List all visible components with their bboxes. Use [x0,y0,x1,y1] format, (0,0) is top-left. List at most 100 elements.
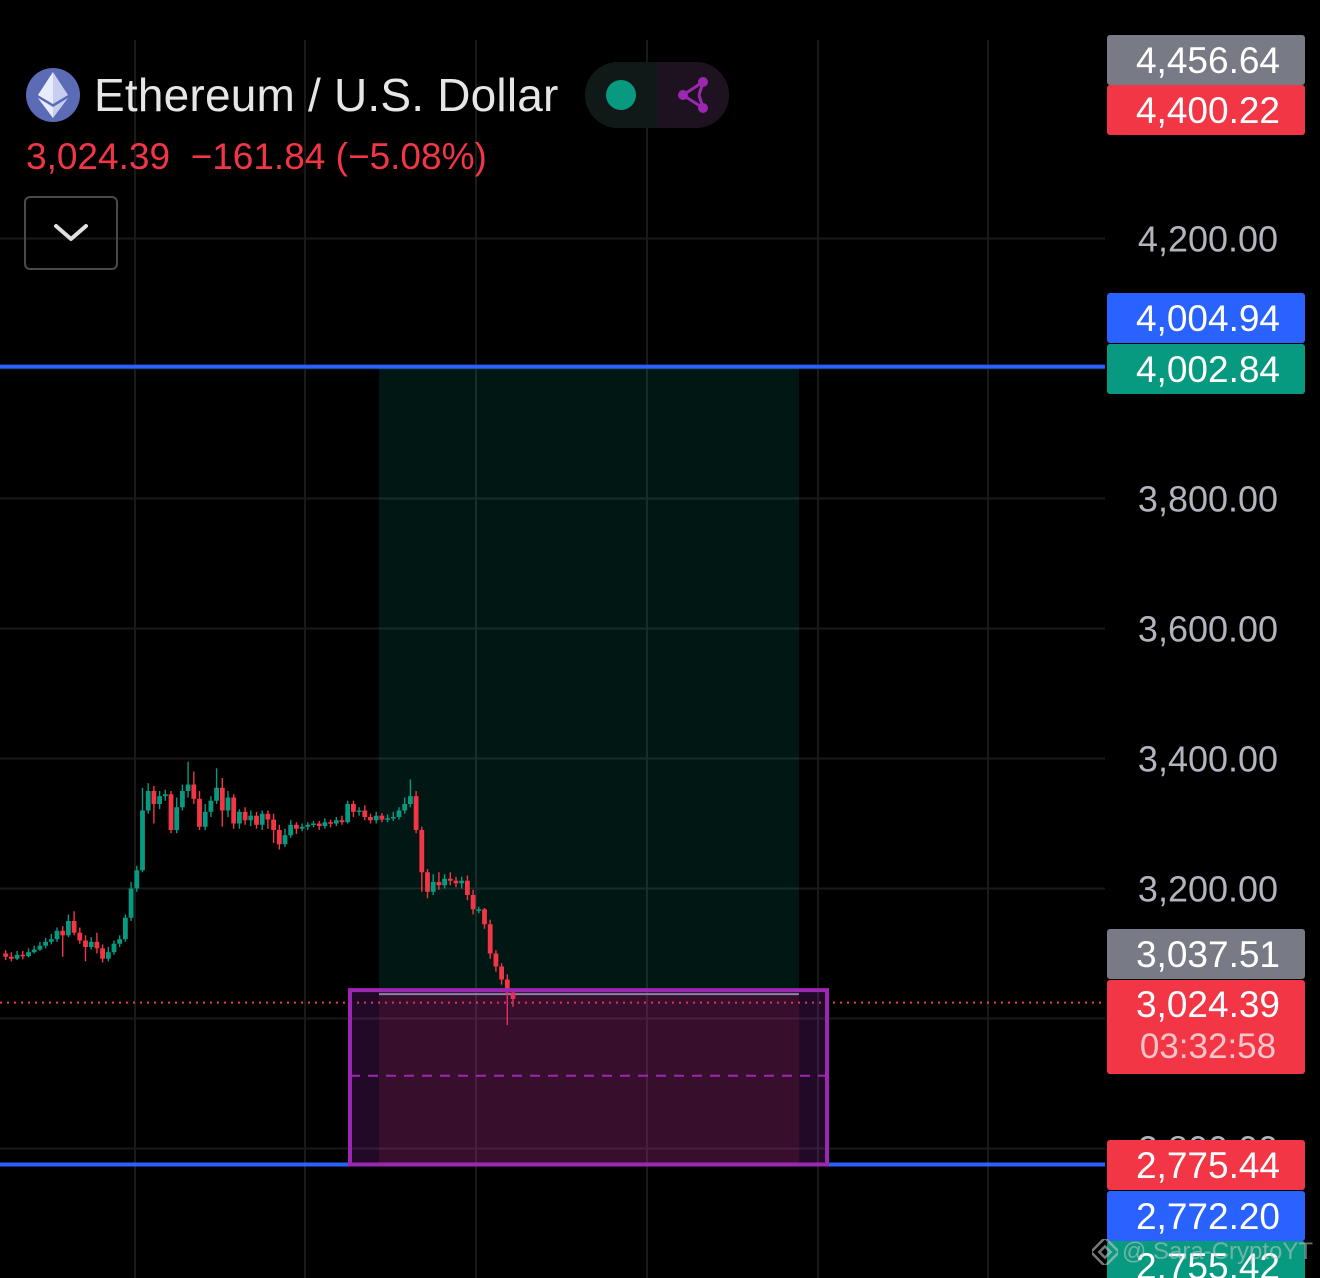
candle-body [254,815,259,825]
candle-body [294,824,299,829]
price-label: 2,772.20 [1136,1196,1280,1237]
grid-lines [0,40,1105,1278]
candle-body [368,817,373,821]
candle-body [26,952,31,957]
candle-body [208,800,214,812]
candle-body [499,966,504,980]
candle-body [134,870,140,889]
candle-body [145,791,151,811]
candle-body [66,921,71,936]
candle-body [191,784,197,799]
candle-body [333,820,339,824]
price-change-line: 3,024.39 −161.84 (−5.08%) [26,136,487,178]
candle-body [197,798,202,827]
candle-body [219,787,225,811]
candle-body [408,796,413,804]
candlestick-series [3,761,516,1025]
chevron-down-icon [54,224,88,241]
candle-body [14,954,20,959]
candle-body [60,930,66,936]
symbol-header: Ethereum / U.S. Dollar [26,62,729,128]
candle-body [54,930,60,940]
watermark: @ Sara-CryptoYT [1092,1238,1313,1266]
candle-body [459,880,465,884]
candle-body [379,815,385,820]
candle-body [225,797,231,811]
watermark-text: @ Sara-CryptoYT [1122,1238,1314,1265]
candle-body [322,822,328,827]
price-label-bg [1107,1140,1305,1190]
candle-body [271,819,276,830]
market-status[interactable] [585,62,657,128]
candle-body [470,895,476,910]
candle-body [453,880,459,884]
candle-body [305,824,311,827]
candle-body [242,811,248,821]
price-label-bg [1107,1241,1305,1278]
price-axis[interactable]: 4,200.00 3,800.00 3,600.00 3,400.00 3,200.00… [1107,35,1305,1278]
price-label-bg [1107,293,1305,343]
price-label-bg [1107,35,1305,85]
candle-body [100,948,105,959]
status-share-pill[interactable] [584,62,729,128]
candle-body [447,878,453,881]
current-price-tag-bg [1107,980,1305,1074]
price-axis-tick: 3,800.00 [1138,479,1278,520]
price-axis-tick: 3,400.00 [1138,739,1278,780]
price-label-bg [1107,344,1305,394]
candle-body [9,956,14,959]
candle-body [185,784,191,791]
candle-body [504,979,510,993]
price-label-bg [1107,85,1305,135]
candle-body [351,804,356,812]
candle-body [265,813,271,820]
long-position-tool[interactable] [379,366,799,1165]
candle-body [105,952,111,959]
candle-body [174,807,180,830]
candle-body [402,804,408,811]
candle-body [168,794,174,830]
candle-body [436,882,442,886]
candle-body [442,878,447,886]
candle-body [259,813,265,825]
candle-body [385,818,390,820]
candle-body [20,954,26,957]
candle-body [202,811,208,827]
price-label: 4,004.94 [1136,298,1280,339]
price-label-bg [1107,1191,1305,1241]
candle-body [231,797,237,824]
candle-body [237,811,242,824]
candle-body [396,810,402,817]
candle-body [128,888,134,918]
candle-body [465,880,470,895]
price-label: 2,755.42 [1136,1246,1280,1278]
candle-body [151,791,157,804]
candle-body [111,943,117,953]
candle-body [180,791,185,808]
candle-body [328,822,333,824]
candle-body [482,909,487,925]
market-open-dot-icon [605,80,636,110]
candle-body [362,810,368,817]
last-price: 3,024.39 [26,136,171,177]
candle-body [37,945,43,950]
price-change: −161.84 (−5.08%) [190,136,487,177]
loss-zone [379,994,799,1165]
candle-body [288,824,294,836]
rectangle-drawing[interactable] [348,988,829,1167]
candle-body [123,917,128,940]
candle-body [71,921,77,933]
price-axis-tick: 4,200.00 [1138,219,1278,260]
candle-body [476,909,482,911]
candle-body [413,796,419,830]
binance-logo-icon [1092,1239,1118,1265]
candle-body [419,830,425,873]
candle-body [3,953,9,957]
current-price-label: 3,024.39 [1136,984,1280,1025]
candle-body [94,941,100,949]
candle-body [311,823,316,825]
share-button[interactable] [656,62,729,128]
candle-body [276,830,282,845]
collapse-button[interactable] [24,196,118,270]
